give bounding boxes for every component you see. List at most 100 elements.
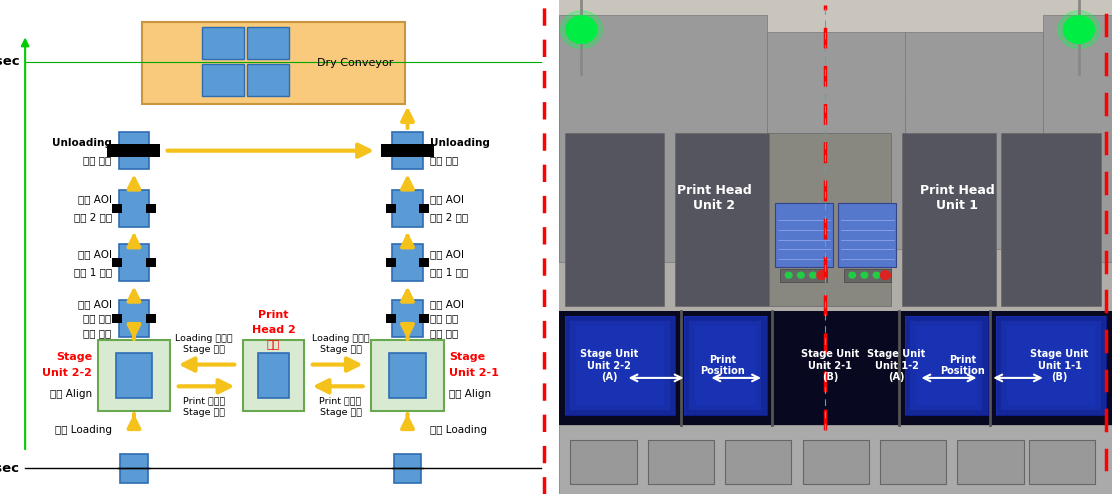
Text: 대기 위치: 대기 위치	[83, 156, 111, 165]
Text: 검사 2 위치: 검사 2 위치	[430, 212, 468, 222]
Bar	[684, 316, 766, 415]
Text: Stage 복귀: Stage 복귀	[182, 345, 225, 354]
Bar	[838, 203, 896, 267]
Bar	[880, 440, 946, 484]
Bar	[108, 145, 160, 157]
Text: 위치 이동: 위치 이동	[83, 329, 111, 338]
Text: 검사 2 위치: 검사 2 위치	[73, 212, 111, 222]
Bar	[386, 258, 396, 267]
Circle shape	[785, 272, 792, 278]
Bar	[119, 132, 149, 169]
Bar	[675, 133, 770, 306]
Bar	[916, 326, 976, 405]
Circle shape	[861, 272, 867, 278]
Text: Unit 2-1: Unit 2-1	[449, 368, 499, 378]
Text: Stage 이동: Stage 이동	[182, 408, 225, 417]
Bar	[766, 32, 905, 249]
Bar	[371, 340, 444, 411]
Text: 인쇄: 인쇄	[267, 339, 280, 350]
Bar	[119, 190, 149, 227]
Text: Loading 위치로: Loading 위치로	[175, 334, 232, 343]
Text: 기판 Loading: 기판 Loading	[430, 425, 487, 435]
Circle shape	[881, 271, 891, 280]
Bar	[1043, 15, 1112, 262]
Bar	[386, 204, 396, 213]
Circle shape	[1063, 16, 1094, 43]
Bar	[389, 353, 426, 398]
Bar	[119, 244, 149, 281]
Text: Stage Unit
Unit 2-2
(A): Stage Unit Unit 2-2 (A)	[580, 349, 638, 382]
Bar	[570, 440, 637, 484]
Bar	[394, 454, 421, 483]
Bar	[112, 204, 122, 213]
Bar	[419, 314, 429, 323]
Bar	[258, 353, 289, 398]
Circle shape	[873, 272, 880, 278]
Bar	[725, 440, 792, 484]
Bar	[775, 203, 833, 267]
Bar	[142, 22, 405, 104]
Bar	[689, 321, 761, 410]
Bar	[146, 258, 156, 267]
Bar	[112, 314, 122, 323]
Bar	[419, 204, 429, 213]
Text: Stage 복귀: Stage 복귀	[319, 345, 361, 354]
Circle shape	[797, 272, 804, 278]
Text: 검사 대기: 검사 대기	[83, 314, 111, 324]
Bar	[803, 440, 868, 484]
Circle shape	[1058, 11, 1100, 48]
Text: 기판 AOI: 기판 AOI	[430, 299, 464, 309]
Bar	[559, 124, 1112, 494]
Bar	[1007, 326, 1095, 405]
Text: 기판 Align: 기판 Align	[449, 389, 492, 399]
Bar	[98, 340, 170, 411]
Bar	[1002, 133, 1101, 306]
Bar	[695, 326, 755, 405]
Text: Stage: Stage	[449, 352, 486, 362]
Bar	[565, 133, 664, 306]
Bar	[202, 64, 245, 96]
Text: 8 sec: 8 sec	[0, 55, 20, 68]
Text: 위치 이동: 위치 이동	[430, 329, 458, 338]
Circle shape	[566, 16, 597, 43]
Bar	[565, 316, 675, 415]
Text: Stage Unit
Unit 1-1
(B): Stage Unit Unit 1-1 (B)	[1031, 349, 1089, 382]
Text: 기판 AOI: 기판 AOI	[78, 299, 111, 309]
Text: 기판 Loading: 기판 Loading	[54, 425, 111, 435]
Text: Print
Position: Print Position	[941, 355, 985, 376]
Bar	[559, 15, 766, 262]
Bar	[116, 353, 152, 398]
Bar	[393, 132, 423, 169]
Bar	[770, 133, 891, 306]
Text: 검사 1 위치: 검사 1 위치	[430, 267, 468, 277]
Circle shape	[810, 272, 816, 278]
Text: Print
Position: Print Position	[699, 355, 745, 376]
Text: Stage: Stage	[56, 352, 92, 362]
Bar	[386, 314, 396, 323]
Text: Print 위치로: Print 위치로	[182, 397, 225, 406]
Bar	[242, 340, 305, 411]
Bar	[146, 204, 156, 213]
Bar	[393, 190, 423, 227]
Circle shape	[848, 272, 855, 278]
Circle shape	[817, 271, 827, 280]
Bar	[1029, 440, 1095, 484]
Bar	[112, 258, 122, 267]
Bar	[202, 27, 245, 59]
Text: 기판 AOI: 기판 AOI	[430, 195, 464, 205]
Bar	[1002, 321, 1101, 410]
Bar	[587, 40, 1084, 89]
Bar	[393, 244, 423, 281]
Bar	[559, 425, 1112, 494]
Bar	[902, 133, 996, 306]
Text: Head 2: Head 2	[251, 325, 296, 335]
Bar	[393, 300, 423, 337]
Bar	[844, 269, 891, 282]
Text: 검사 1 위치: 검사 1 위치	[73, 267, 111, 277]
Text: Stage Unit
Unit 2-1
(B): Stage Unit Unit 2-1 (B)	[801, 349, 860, 382]
Text: Print 위치로: Print 위치로	[319, 397, 361, 406]
Bar	[247, 64, 289, 96]
Text: 검사 대기: 검사 대기	[430, 314, 458, 324]
Bar	[905, 32, 1043, 249]
Text: Stage Unit
Unit 1-2
(A): Stage Unit Unit 1-2 (A)	[867, 349, 925, 382]
